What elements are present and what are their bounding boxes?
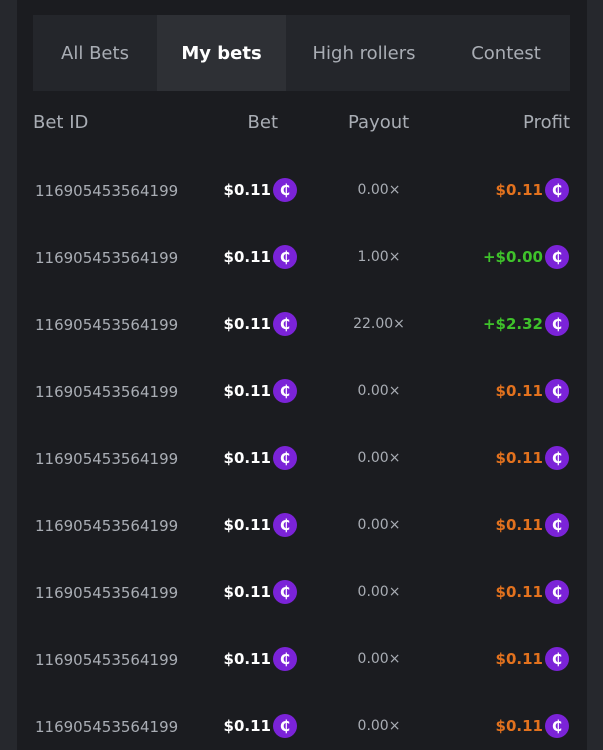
payout: 1.00× xyxy=(357,249,401,265)
coin-icon: ₵ xyxy=(545,379,569,403)
payout: 0.00× xyxy=(357,651,401,667)
coin-icon: ₵ xyxy=(545,446,569,470)
profit: $0.11 ₵ xyxy=(496,379,569,403)
bet-id[interactable]: 116905453564199 xyxy=(35,517,179,535)
bet-id[interactable]: 116905453564199 xyxy=(35,718,179,736)
header-profit: Profit xyxy=(523,112,570,133)
table-row[interactable]: 116905453564199 $0.11 ₵ 0.00× $0.11 ₵ xyxy=(17,578,587,608)
bet-id[interactable]: 116905453564199 xyxy=(35,584,179,602)
coin-icon: ₵ xyxy=(545,513,569,537)
payout: 0.00× xyxy=(357,182,401,198)
profit-value: +$2.32 xyxy=(482,315,543,333)
bet-value: $0.11 xyxy=(223,382,271,400)
table-row[interactable]: 116905453564199 $0.11 ₵ 0.00× $0.11 ₵ xyxy=(17,645,587,675)
coin-icon: ₵ xyxy=(545,714,569,738)
profit: $0.11 ₵ xyxy=(496,513,569,537)
coin-icon: ₵ xyxy=(273,446,297,470)
bet-id[interactable]: 116905453564199 xyxy=(35,182,179,200)
profit-value: $0.11 xyxy=(495,516,543,534)
table-header: Bet ID Bet Payout Profit xyxy=(17,112,587,138)
table-row[interactable]: 116905453564199 $0.11 ₵ 0.00× $0.11 ₵ xyxy=(17,444,587,474)
header-payout: Payout xyxy=(348,112,410,133)
bet-id[interactable]: 116905453564199 xyxy=(35,383,179,401)
payout: 0.00× xyxy=(357,517,401,533)
profit: $0.11 ₵ xyxy=(496,178,569,202)
profit: +$0.00 ₵ xyxy=(483,245,569,269)
bet-value: $0.11 xyxy=(223,717,271,735)
payout: 0.00× xyxy=(357,718,401,734)
coin-icon: ₵ xyxy=(273,178,297,202)
coin-icon: ₵ xyxy=(273,312,297,336)
coin-icon: ₵ xyxy=(545,245,569,269)
bet-id[interactable]: 116905453564199 xyxy=(35,651,179,669)
coin-icon: ₵ xyxy=(545,580,569,604)
tab-high-rollers[interactable]: High rollers xyxy=(312,42,416,64)
tab-contest[interactable]: Contest xyxy=(471,42,541,64)
profit-value: $0.11 xyxy=(495,583,543,601)
profit-value: +$0.00 xyxy=(482,248,543,266)
bet-amount: $0.11 ₵ xyxy=(224,178,297,202)
bet-value: $0.11 xyxy=(223,516,271,534)
coin-icon: ₵ xyxy=(273,379,297,403)
bets-panel: All Bets My bets High rollers Contest Be… xyxy=(17,0,587,750)
payout: 22.00× xyxy=(353,316,405,332)
payout: 0.00× xyxy=(357,383,401,399)
profit: $0.11 ₵ xyxy=(496,446,569,470)
header-bet: Bet xyxy=(247,112,278,133)
coin-icon: ₵ xyxy=(273,714,297,738)
payout: 0.00× xyxy=(357,584,401,600)
profit-value: $0.11 xyxy=(495,717,543,735)
coin-icon: ₵ xyxy=(273,647,297,671)
coin-icon: ₵ xyxy=(273,245,297,269)
profit: $0.11 ₵ xyxy=(496,647,569,671)
tab-my-bets[interactable]: My bets xyxy=(157,15,286,91)
bet-value: $0.11 xyxy=(223,181,271,199)
header-bet-id: Bet ID xyxy=(33,112,89,133)
bet-amount: $0.11 ₵ xyxy=(224,513,297,537)
payout: 0.00× xyxy=(357,450,401,466)
coin-icon: ₵ xyxy=(545,647,569,671)
bet-id[interactable]: 116905453564199 xyxy=(35,316,179,334)
bet-value: $0.11 xyxy=(223,583,271,601)
coin-icon: ₵ xyxy=(273,580,297,604)
profit-value: $0.11 xyxy=(495,449,543,467)
bet-amount: $0.11 ₵ xyxy=(224,379,297,403)
profit-value: $0.11 xyxy=(495,650,543,668)
profit: +$2.32 ₵ xyxy=(483,312,569,336)
table-row[interactable]: 116905453564199 $0.11 ₵ 22.00× +$2.32 ₵ xyxy=(17,310,587,340)
bet-id[interactable]: 116905453564199 xyxy=(35,249,179,267)
table-row[interactable]: 116905453564199 $0.11 ₵ 0.00× $0.11 ₵ xyxy=(17,511,587,541)
profit: $0.11 ₵ xyxy=(496,714,569,738)
bet-id[interactable]: 116905453564199 xyxy=(35,450,179,468)
bet-value: $0.11 xyxy=(223,315,271,333)
bet-value: $0.11 xyxy=(223,248,271,266)
table-row[interactable]: 116905453564199 $0.11 ₵ 0.00× $0.11 ₵ xyxy=(17,176,587,206)
profit-value: $0.11 xyxy=(495,181,543,199)
table-row[interactable]: 116905453564199 $0.11 ₵ 1.00× +$0.00 ₵ xyxy=(17,243,587,273)
coin-icon: ₵ xyxy=(545,312,569,336)
bet-amount: $0.11 ₵ xyxy=(224,446,297,470)
bet-amount: $0.11 ₵ xyxy=(224,580,297,604)
table-row[interactable]: 116905453564199 $0.11 ₵ 0.00× $0.11 ₵ xyxy=(17,712,587,742)
bet-value: $0.11 xyxy=(223,650,271,668)
profit-value: $0.11 xyxy=(495,382,543,400)
tab-all-bets[interactable]: All Bets xyxy=(61,42,129,64)
bet-amount: $0.11 ₵ xyxy=(224,647,297,671)
bet-amount: $0.11 ₵ xyxy=(224,714,297,738)
profit: $0.11 ₵ xyxy=(496,580,569,604)
bet-amount: $0.11 ₵ xyxy=(224,312,297,336)
bet-value: $0.11 xyxy=(223,449,271,467)
bets-tabs: All Bets My bets High rollers Contest xyxy=(33,15,570,91)
coin-icon: ₵ xyxy=(545,178,569,202)
coin-icon: ₵ xyxy=(273,513,297,537)
table-row[interactable]: 116905453564199 $0.11 ₵ 0.00× $0.11 ₵ xyxy=(17,377,587,407)
bet-amount: $0.11 ₵ xyxy=(224,245,297,269)
